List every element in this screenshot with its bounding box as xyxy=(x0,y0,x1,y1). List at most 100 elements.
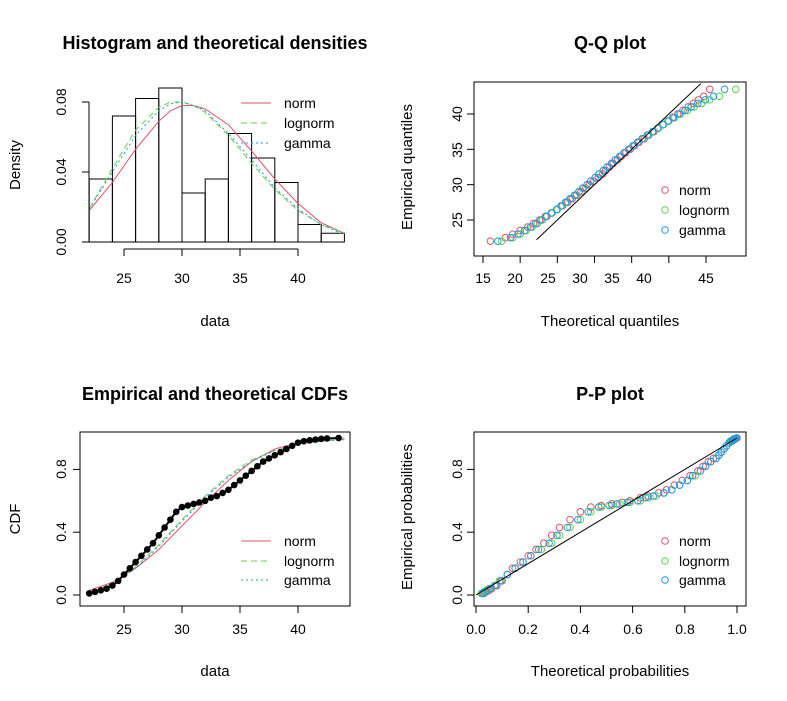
pp-point-norm xyxy=(566,515,574,524)
pp-point-lognorm xyxy=(576,515,585,524)
cdf-empirical-point xyxy=(178,503,186,511)
qq-point-norm xyxy=(699,92,708,101)
pp-point-gamma xyxy=(688,471,697,480)
histogram-ytick-label: 0.04 xyxy=(53,158,69,185)
cdf-empirical-point xyxy=(335,434,342,442)
pp-point-norm xyxy=(516,558,525,566)
qq-point-gamma xyxy=(643,131,652,139)
histogram-xtick-label: 35 xyxy=(232,270,248,286)
cdf-empirical-point xyxy=(109,582,116,589)
cdf-empirical-point xyxy=(161,524,168,531)
cdf-xticks: 25 30 35 40 xyxy=(116,621,306,637)
pp-point-lognorm xyxy=(566,523,574,532)
cdf-empirical-point xyxy=(149,539,157,547)
qq-point-gamma xyxy=(520,226,529,235)
histogram-y-label: Density xyxy=(7,139,24,190)
qq-xtick-label: 15 xyxy=(475,270,491,286)
cdf-empirical-point xyxy=(126,565,134,572)
cdf-empirical-point xyxy=(271,451,279,459)
cdf-empirical-point xyxy=(294,439,302,447)
cdf-ytick-label: 0.8 xyxy=(53,459,69,479)
histogram-bar xyxy=(274,182,299,243)
pp-point-lognorm xyxy=(644,493,653,502)
cdf-empirical-point xyxy=(120,571,128,578)
qq-point-lognorm xyxy=(508,233,517,242)
cdf-ytick-label: 0.0 xyxy=(53,585,69,605)
qq-point-gamma xyxy=(542,212,550,221)
pp-point-lognorm xyxy=(615,500,624,508)
histogram-bar xyxy=(251,157,276,243)
cdf-legend: norm lognorm gamma xyxy=(241,533,335,588)
pp-point-gamma xyxy=(675,481,684,489)
qq-y-label: Empirical quantiles xyxy=(399,104,416,230)
cdf-empirical-point xyxy=(190,500,197,508)
pp-point-gamma xyxy=(701,462,710,471)
qq-point-gamma xyxy=(664,117,672,125)
histogram-xtick-label: 30 xyxy=(174,270,190,286)
qq-title: Q-Q plot xyxy=(574,33,646,53)
qq-xtick-label: 35 xyxy=(604,270,620,286)
histogram-ytick-label: 0.00 xyxy=(53,228,69,255)
cdf-empirical-point xyxy=(219,489,226,497)
histogram-title: Histogram and theoretical densities xyxy=(62,33,367,53)
qq-point-gamma xyxy=(694,99,702,108)
cdf-empirical-point xyxy=(283,445,290,453)
cdf-empirical-point xyxy=(323,435,331,442)
pp-point-lognorm xyxy=(555,531,564,540)
cdf-empirical-point xyxy=(225,486,232,494)
legend-label-norm: norm xyxy=(679,182,711,198)
pp-point-lognorm xyxy=(652,492,660,500)
qq-point-gamma xyxy=(531,219,540,228)
pp-point-gamma xyxy=(545,539,553,547)
pp-point-norm xyxy=(508,564,517,573)
qq-point-lognorm xyxy=(731,85,740,94)
qq-legend: norm lognorm gamma xyxy=(661,182,730,238)
legend-label-lognorm: lognorm xyxy=(679,553,730,569)
pp-point-norm xyxy=(576,507,585,516)
cdf-empirical-point xyxy=(201,497,209,505)
qq-point-norm xyxy=(486,237,495,245)
qq-x-label: Theoretical quantiles xyxy=(541,313,679,330)
pp-point-lognorm xyxy=(547,539,556,547)
pp-point-lognorm xyxy=(691,471,700,480)
pp-point-gamma xyxy=(605,501,613,510)
cdf-empirical-points xyxy=(73,434,342,613)
cdf-empirical-point xyxy=(143,546,151,553)
legend-marker-lognorm xyxy=(661,206,669,214)
qq-points xyxy=(467,85,740,263)
qq-point-gamma xyxy=(701,96,710,104)
histogram-ytick-label: 0.08 xyxy=(53,88,69,115)
cdf-empirical-point xyxy=(242,472,250,479)
histogram-xticks: 25 30 35 40 xyxy=(116,270,306,286)
qq-point-gamma xyxy=(526,223,535,231)
pp-point-gamma xyxy=(683,476,692,485)
pp-xtick-label: 1.0 xyxy=(727,621,747,637)
cdf-empirical-point xyxy=(312,436,319,443)
legend-label-norm: norm xyxy=(284,95,316,111)
pp-point-gamma xyxy=(641,493,650,502)
qq-xtick-label: 30 xyxy=(572,270,588,286)
qq-point-gamma xyxy=(659,120,667,129)
pp-point-lognorm xyxy=(597,503,606,511)
pp-xtick-label: 0.6 xyxy=(623,621,643,637)
qq-point-gamma xyxy=(720,85,729,94)
cdf-empirical-point xyxy=(114,577,122,585)
cdf-empirical-point xyxy=(167,516,174,523)
pp-point-norm xyxy=(540,539,548,547)
qq-point-lognorm xyxy=(715,92,724,101)
cdf-empirical-point xyxy=(236,477,244,484)
pp-point-gamma xyxy=(573,515,582,524)
cdf-empirical-point xyxy=(306,437,313,444)
histogram-bar xyxy=(320,232,345,243)
legend-label-lognorm: lognorm xyxy=(284,115,335,131)
cdf-empirical-point xyxy=(259,458,267,465)
cdf-empirical-point xyxy=(213,492,221,500)
qq-yticks: 25 30 35 40 xyxy=(449,106,465,228)
pp-point-gamma xyxy=(584,507,593,516)
legend-marker-gamma xyxy=(661,576,669,584)
pp-point-gamma xyxy=(563,523,572,532)
qq-ytick-label: 25 xyxy=(449,212,465,228)
qq-ytick-label: 40 xyxy=(449,106,465,122)
legend-marker-gamma xyxy=(661,226,669,234)
